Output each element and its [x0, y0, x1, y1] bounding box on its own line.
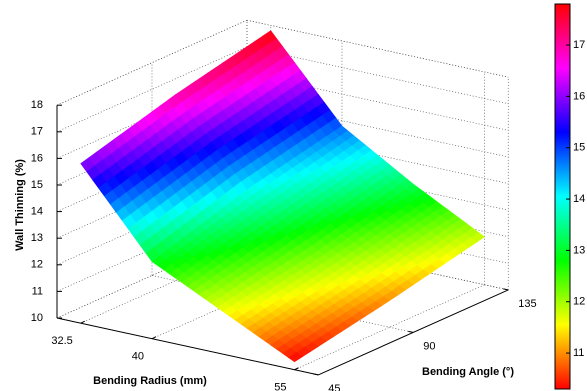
x-tick-label: 32.5 — [51, 335, 72, 347]
x-tick-label: 40 — [132, 351, 144, 363]
colorbar-tick-label: 13 — [573, 244, 585, 256]
z-tick-label: 11 — [32, 285, 43, 297]
z-tick-label: 12 — [31, 259, 43, 271]
y-axis-title: Bending Angle (°) — [422, 366, 514, 378]
colorbar-tick-label: 14 — [573, 193, 585, 205]
colorbar-tick-label: 11 — [573, 347, 584, 359]
grid-line — [246, 126, 509, 184]
z-axis-title: Wall Thinning (%) — [14, 159, 26, 251]
colorbar-tick-label: 16 — [573, 90, 585, 102]
z-tick-label: 14 — [31, 206, 43, 218]
colorbar-tick-label: 17 — [573, 39, 585, 51]
z-tick-label: 16 — [31, 152, 43, 164]
colorbar — [554, 3, 571, 390]
z-tick-label: 18 — [31, 99, 43, 111]
y-tick — [408, 330, 414, 333]
surface — [80, 30, 486, 363]
colorbar-tick-label: 15 — [573, 142, 585, 154]
grid-line — [246, 152, 509, 211]
x-tick — [80, 320, 85, 324]
z-tick-label: 15 — [31, 179, 43, 191]
z-tick-label: 10 — [31, 312, 43, 324]
y-tick — [503, 288, 509, 291]
x-tick-label: 55 — [274, 382, 286, 391]
x-tick — [294, 367, 299, 371]
grid-line — [246, 46, 509, 105]
grid-line — [246, 206, 509, 264]
grid-line — [246, 19, 509, 78]
axes: 10 11 12 13 14 15 16 17 18 32.5 40 55 45 90 135 11 12 13 1… — [31, 3, 585, 391]
y-tick-label: 90 — [423, 340, 435, 352]
x-axis-title: Bending Radius (mm) — [93, 375, 207, 387]
colorbar-tick-label: 12 — [573, 296, 585, 308]
z-tick-label: 17 — [31, 126, 43, 138]
surface-patch — [288, 352, 303, 363]
x-axis — [56, 317, 319, 376]
y-tick-label: 45 — [328, 383, 340, 391]
grid-line — [246, 73, 509, 131]
grid-line — [151, 275, 414, 333]
y-tick — [313, 373, 319, 376]
z-tick-label: 13 — [31, 232, 43, 244]
grid-line — [246, 232, 509, 291]
y-tick-label: 135 — [518, 298, 536, 310]
grid-line — [246, 99, 509, 158]
x-tick — [151, 336, 157, 340]
